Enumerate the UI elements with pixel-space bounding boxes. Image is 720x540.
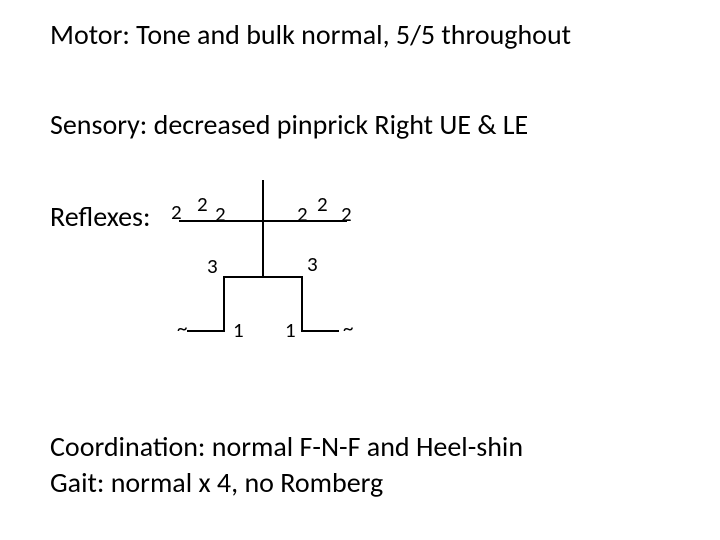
reflex-left-arm-outer: 2 xyxy=(171,202,182,223)
diagram-hip xyxy=(223,276,303,278)
diagram-left-leg xyxy=(223,276,225,330)
reflex-right-plantar: ~ xyxy=(343,318,353,339)
reflex-right-knee: 3 xyxy=(307,254,318,275)
reflex-right-arm-outer: 2 xyxy=(341,204,352,225)
reflex-left-knee: 3 xyxy=(207,256,218,277)
coordination-line: Coordination: normal F-N-F and Heel-shin xyxy=(50,430,523,464)
reflex-right-ankle: 1 xyxy=(285,320,296,341)
reflex-left-plantar: ~ xyxy=(177,318,187,339)
reflexes-label: Reflexes: xyxy=(50,200,151,234)
motor-line: Motor: Tone and bulk normal, 5/5 through… xyxy=(50,18,571,52)
diagram-right-foot xyxy=(301,330,339,332)
reflex-left-arm-upper: 2 xyxy=(197,194,208,215)
gait-line: Gait: normal x 4, no Romberg xyxy=(50,466,383,500)
slide: Motor: Tone and bulk normal, 5/5 through… xyxy=(0,0,720,540)
reflex-left-arm-inner: 2 xyxy=(215,204,226,225)
reflex-right-arm-upper: 2 xyxy=(317,194,328,215)
reflex-left-ankle: 1 xyxy=(233,320,244,341)
diagram-right-leg xyxy=(301,276,303,330)
sensory-line: Sensory: decreased pinprick Right UE & L… xyxy=(50,108,528,142)
diagram-left-foot xyxy=(187,330,225,332)
reflex-right-arm-inner: 2 xyxy=(297,204,308,225)
reflex-diagram: 2 2 2 2 2 2 3 3 1 1 ~ ~ xyxy=(165,180,375,360)
diagram-spine xyxy=(262,180,264,278)
